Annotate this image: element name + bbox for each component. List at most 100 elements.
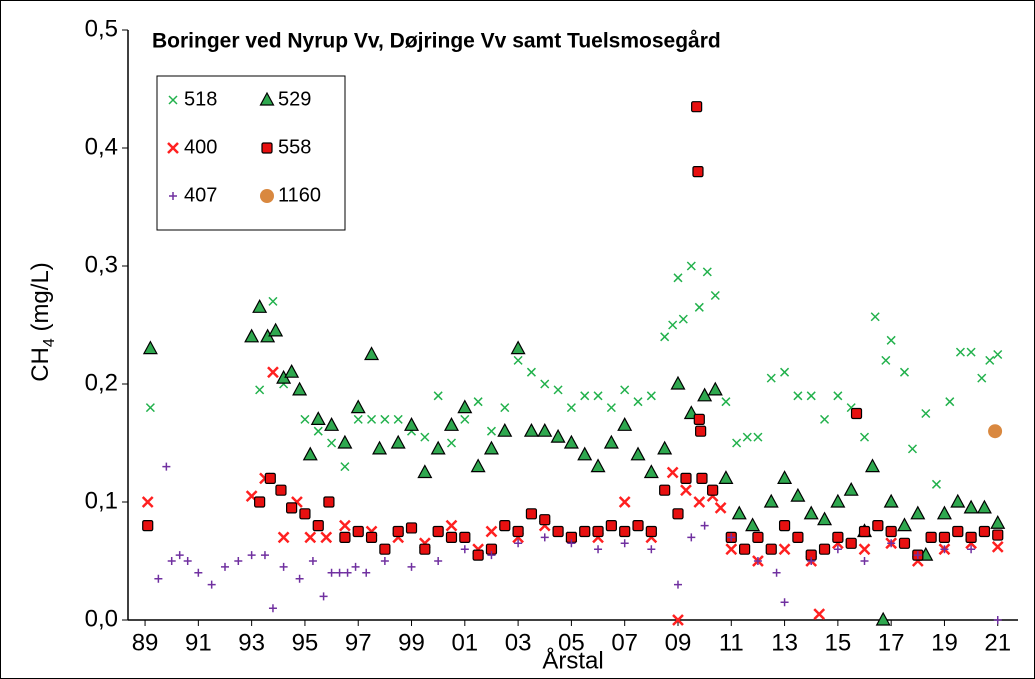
x-tick-label: 19	[931, 629, 958, 656]
point	[858, 543, 871, 556]
point	[860, 557, 869, 565]
point	[372, 440, 388, 455]
point	[910, 505, 926, 520]
point	[268, 322, 284, 337]
point	[566, 403, 576, 413]
x-tick-label: 01	[451, 629, 478, 656]
point	[945, 397, 955, 407]
point	[392, 525, 404, 538]
point	[702, 267, 712, 277]
point	[780, 598, 789, 607]
point	[991, 540, 1004, 553]
point	[833, 391, 843, 401]
x-tick-label: 09	[665, 629, 692, 656]
point	[284, 363, 300, 378]
point	[645, 525, 657, 538]
point	[563, 434, 579, 449]
point	[300, 414, 310, 424]
point	[267, 366, 279, 379]
point	[313, 426, 323, 436]
point	[443, 417, 459, 431]
point	[896, 517, 912, 532]
point	[473, 397, 483, 407]
point	[552, 525, 564, 538]
point	[379, 543, 391, 555]
point	[753, 557, 762, 565]
point	[670, 375, 686, 390]
point	[978, 525, 991, 538]
point	[898, 537, 911, 549]
legend-label: 518	[184, 88, 217, 110]
x-tick-label: 89	[132, 629, 159, 656]
point	[660, 332, 670, 342]
point	[580, 391, 590, 401]
point	[175, 551, 184, 560]
point	[324, 417, 340, 431]
point	[680, 472, 692, 484]
point	[606, 403, 616, 413]
point	[618, 496, 631, 508]
point	[343, 568, 352, 577]
point	[141, 496, 154, 508]
point	[633, 397, 643, 407]
point	[567, 539, 576, 548]
point	[885, 525, 897, 538]
point	[680, 484, 692, 497]
point	[142, 519, 154, 532]
point	[727, 533, 736, 542]
point	[883, 493, 899, 508]
point	[308, 557, 317, 565]
point	[594, 545, 603, 554]
x-tick-label: 99	[398, 629, 425, 656]
point	[803, 505, 819, 520]
point	[539, 514, 551, 526]
point	[390, 434, 406, 449]
point	[657, 440, 673, 455]
chart-title: Boringer ved Nyrup Vv, Døjringe Vv samt …	[152, 30, 721, 53]
point	[277, 531, 290, 544]
point	[620, 385, 630, 395]
point	[446, 438, 457, 448]
point	[320, 531, 333, 544]
point	[963, 499, 979, 514]
x-tick-label: 97	[345, 629, 372, 656]
point	[666, 466, 679, 479]
point	[417, 464, 433, 479]
point	[553, 385, 563, 395]
point	[967, 545, 976, 554]
point	[352, 525, 364, 538]
point	[339, 531, 351, 544]
point	[714, 502, 727, 514]
point	[985, 355, 995, 365]
x-tick-label: 21	[984, 629, 1011, 656]
point	[603, 434, 619, 449]
point	[833, 545, 842, 554]
point	[350, 399, 366, 414]
point	[977, 373, 987, 383]
point	[753, 432, 763, 442]
point	[643, 464, 659, 479]
point	[145, 403, 155, 413]
point	[732, 438, 742, 448]
point	[299, 508, 311, 520]
point	[931, 479, 941, 489]
point	[445, 519, 458, 532]
point	[339, 519, 351, 532]
point	[327, 568, 336, 577]
point	[820, 414, 830, 424]
point	[952, 525, 964, 538]
point	[393, 414, 403, 424]
point	[886, 335, 896, 345]
point	[707, 381, 723, 396]
point	[742, 432, 752, 442]
point	[254, 496, 266, 508]
y-label-main: CH	[27, 347, 54, 382]
point	[194, 568, 203, 577]
point	[725, 543, 738, 556]
point	[778, 543, 791, 556]
point	[364, 346, 380, 361]
point	[763, 493, 779, 508]
point	[430, 440, 446, 455]
point	[183, 557, 192, 565]
